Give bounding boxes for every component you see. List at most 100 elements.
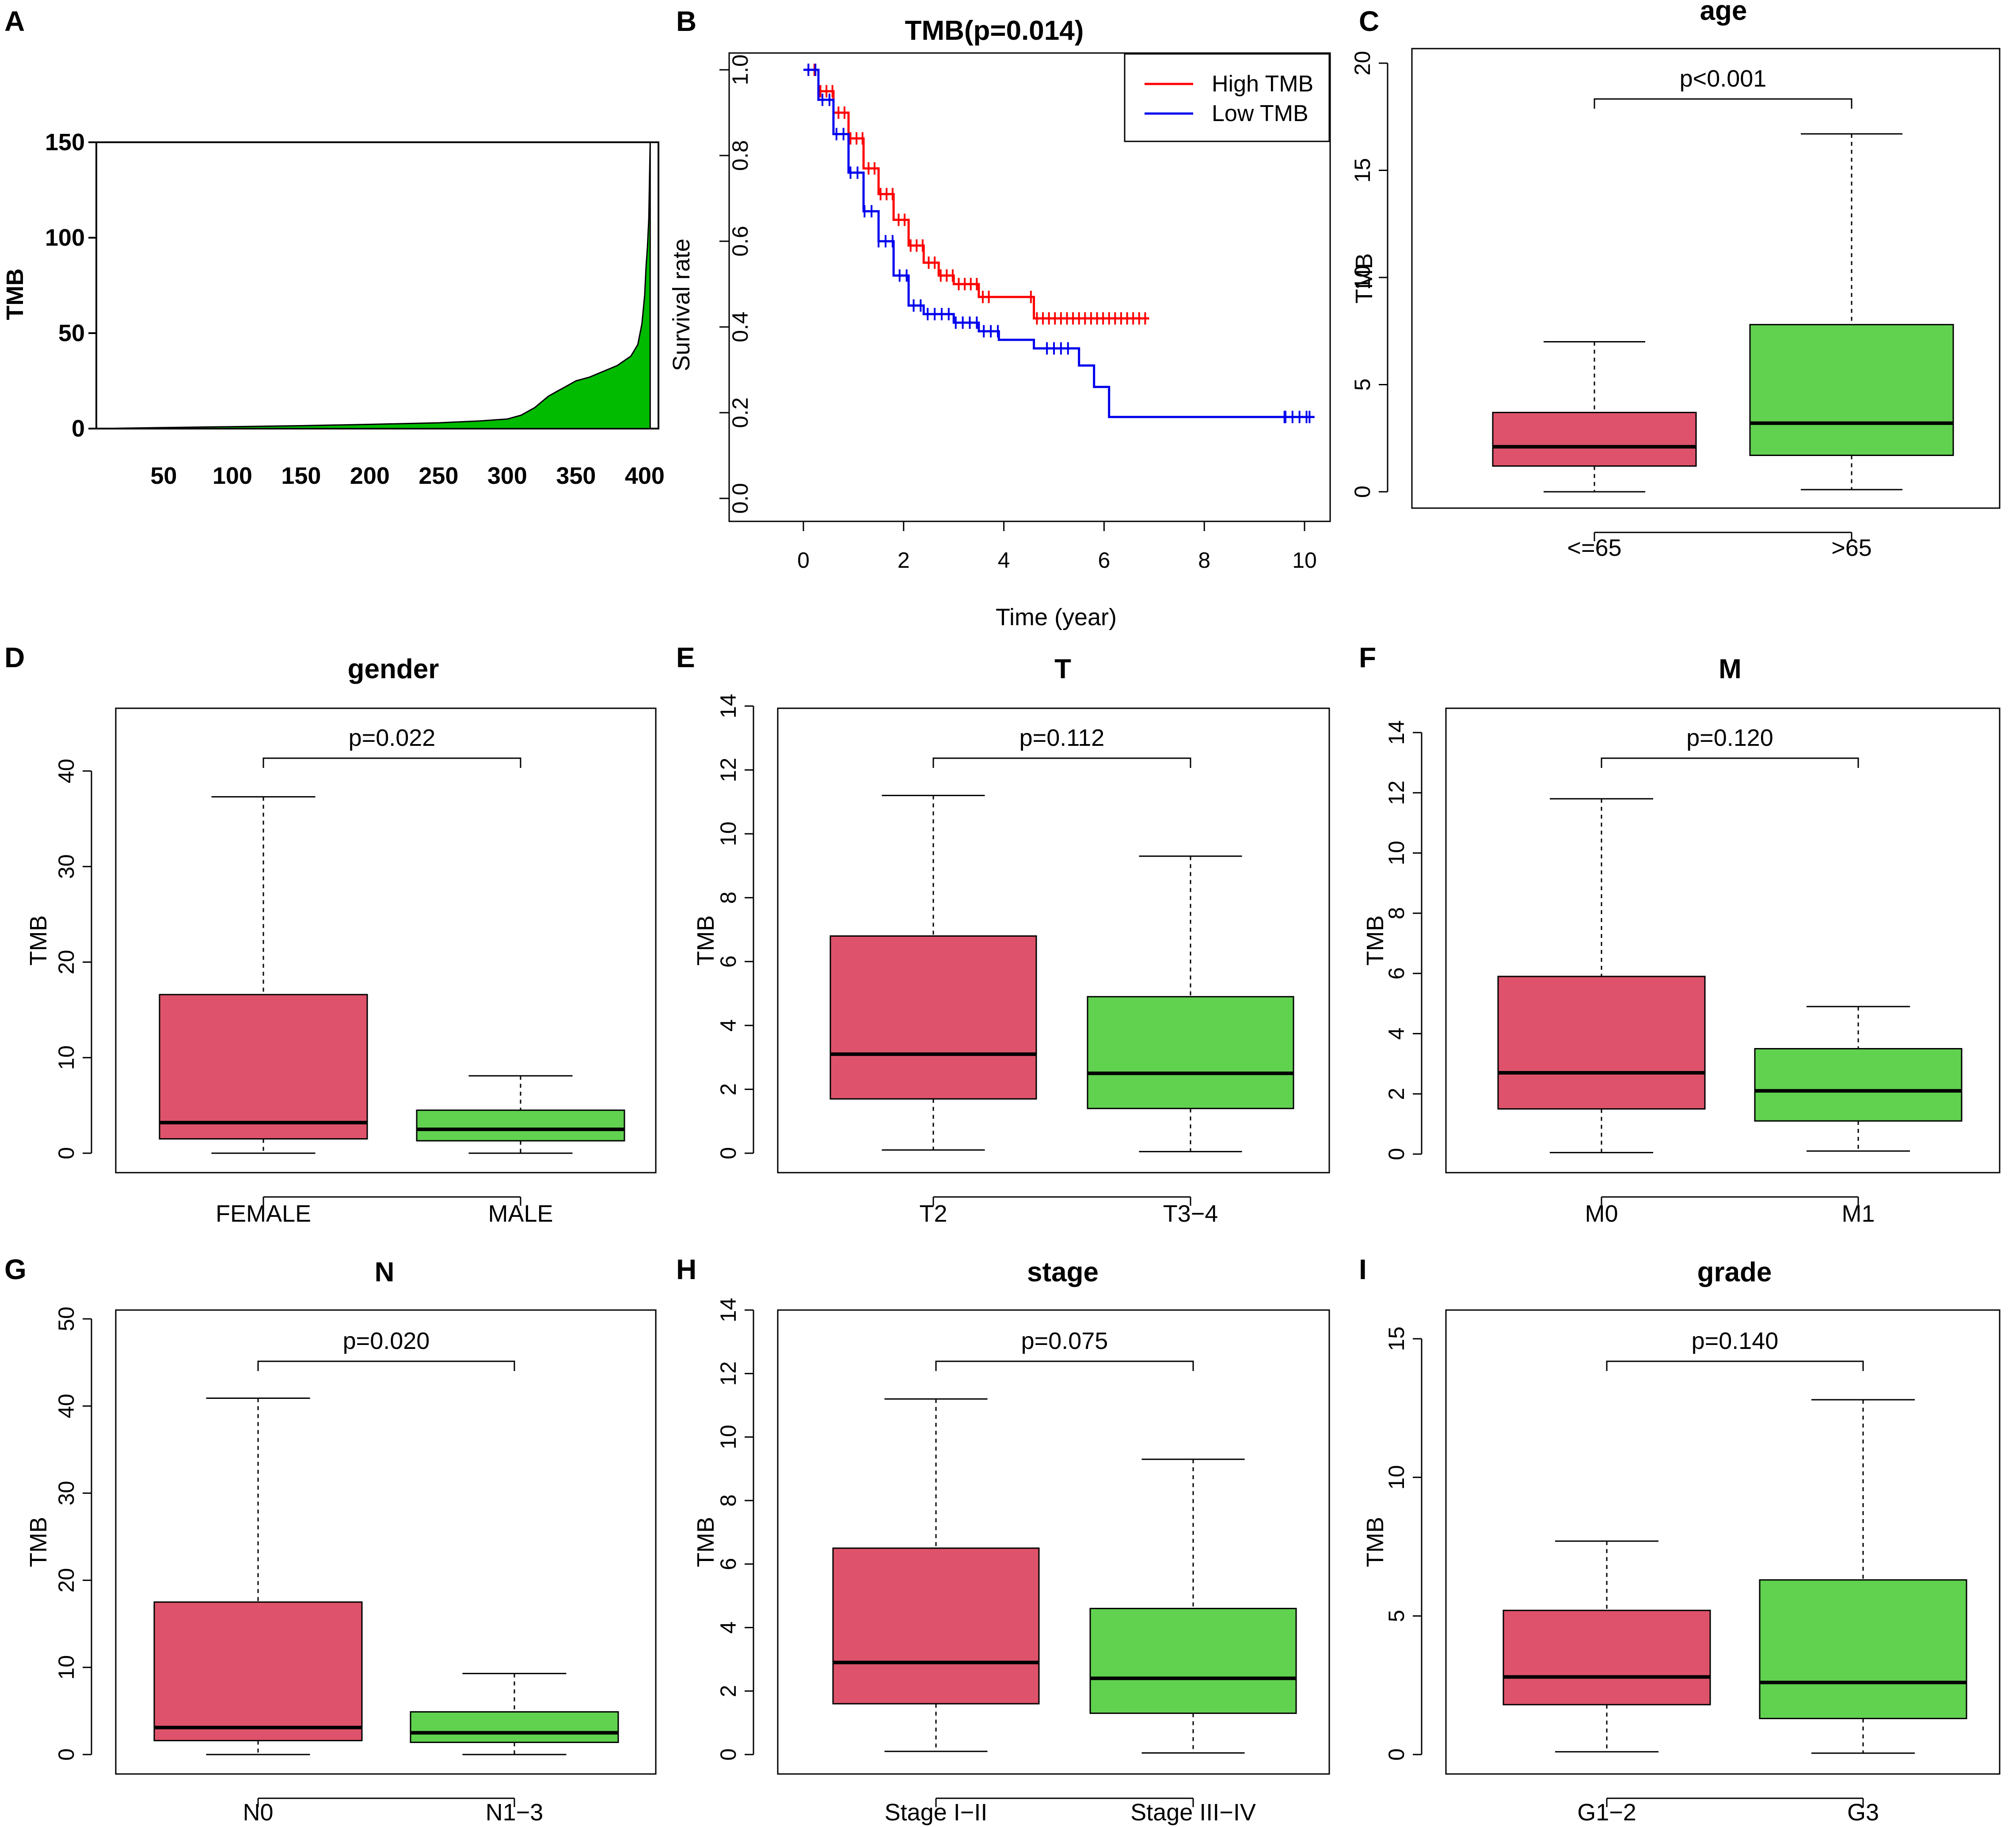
x-tick-label: 50 [150,463,177,489]
box-group-1 [1492,341,1697,493]
x-tick-label: 150 [281,463,321,489]
legend-label-high: High TMB [1212,71,1313,97]
y-tick-label: 15 [1350,158,1375,183]
y-tick-label: 4 [1384,1028,1409,1040]
chart-title: age [1700,0,1747,26]
p-value-label: p=0.020 [343,1328,430,1354]
y-axis-label: TMB [25,915,52,966]
panel-letter-i: I [1359,1253,1367,1285]
y-tick-label: 10 [716,821,741,846]
tmb-area [96,142,651,429]
chart-title: grade [1697,1257,1772,1288]
legend-label-low: Low TMB [1212,101,1308,126]
box-group-2 [1089,1459,1297,1754]
p-value-label: p<0.001 [1680,65,1767,92]
chart-title: N [375,1257,395,1288]
km-curve-low [803,68,1315,418]
y-tick-label: 0.0 [728,483,753,514]
chart-title: TMB(p=0.014) [905,15,1084,46]
y-tick-label: 0 [716,1147,741,1159]
p-value-bracket: p=0.112 [932,725,1191,768]
chart-title: gender [348,654,439,684]
p-value-bracket: p<0.001 [1594,65,1852,109]
panel-letter-c: C [1359,5,1379,37]
y-tick-label: 5 [1350,379,1375,391]
box-group-2 [1749,133,1954,490]
x-category-label: M0 [1585,1200,1618,1227]
box-group-2 [1754,1006,1963,1152]
x-tick-label: 2 [898,548,910,573]
y-axis-label: TMB [692,1517,719,1567]
p-value-bracket: p=0.022 [262,725,521,768]
y-tick-label: 0 [1384,1748,1409,1761]
x-category-label: T3−4 [1163,1200,1218,1227]
bracket-line [1601,757,1859,768]
panel-letter-d: D [4,642,25,673]
chart-title: T [1054,654,1071,684]
y-axis-label: TMB [1362,915,1388,966]
y-tick-label: 14 [716,694,741,718]
y-tick-label: 4 [716,1019,741,1032]
panel-letter-g: G [4,1253,27,1285]
x-category-label: Stage III−IV [1130,1799,1256,1826]
y-tick-label: 20 [54,950,79,975]
y-tick-label: 6 [1384,967,1409,980]
x-tick-label: 6 [1098,548,1110,573]
p-value-label: p=0.075 [1021,1328,1108,1354]
y-tick-label: 4 [716,1622,741,1634]
x-category-label: >65 [1831,535,1872,561]
box-group-1 [153,1397,363,1755]
p-value-label: p=0.112 [1019,725,1105,751]
iqr-box [1759,1579,1967,1719]
y-tick-label: 30 [54,1481,79,1506]
y-tick-label: 15 [1384,1326,1409,1351]
y-tick-label: 8 [1384,907,1409,919]
x-tick-label: 0 [797,548,810,573]
p-value-bracket: p=0.020 [257,1328,515,1371]
box-group-2 [416,1075,625,1154]
bracket-line [1606,1360,1864,1371]
bracket-line [1594,98,1852,109]
panel-letter-b: B [676,5,696,37]
iqr-box [832,1547,1040,1705]
y-axis-label: TMB [692,915,719,966]
iqr-box [416,1109,625,1142]
y-tick-label: 50 [54,1307,79,1331]
x-tick-label: 200 [350,463,390,489]
y-tick-label: 0 [54,1748,79,1761]
y-tick-label: 40 [54,759,79,783]
x-tick-label: 4 [998,548,1010,573]
p-value-label: p=0.140 [1692,1328,1779,1354]
y-tick-label: 6 [716,1558,741,1570]
panel-a: A 0 50 100 150 50 100 150 200 250 300 350 400 TMB [2,5,665,489]
panel-letter-e: E [676,642,695,673]
y-tick-label: 20 [54,1568,79,1593]
y-axis-label: TMB [1351,253,1377,304]
x-category-label: G3 [1847,1799,1879,1826]
x-tick-label: 250 [418,463,458,489]
y-tick-label: 5 [1384,1610,1409,1622]
y-tick-label: 0.6 [728,226,753,257]
box-group-1 [829,794,1037,1151]
x-tick-label: 300 [487,463,527,489]
iqr-box [1754,1048,1963,1122]
iqr-box [1087,996,1294,1109]
y-tick-label: 6 [716,955,741,968]
bracket-line [935,1360,1194,1371]
box-group-1 [832,1398,1040,1752]
p-value-bracket: p=0.140 [1606,1328,1864,1371]
y-tick-label: 0.8 [728,140,753,171]
x-tick-label: 350 [556,463,596,489]
y-tick-label: 10 [1384,841,1409,866]
x-tick-label: 400 [625,463,665,489]
plot-frame [1445,1309,2001,1775]
plot-frame [1411,48,2001,509]
x-category-label: T2 [919,1200,947,1227]
y-tick-label: 10 [1384,1465,1409,1490]
box-group-2 [1087,855,1294,1152]
y-tick-label: 10 [716,1425,741,1450]
